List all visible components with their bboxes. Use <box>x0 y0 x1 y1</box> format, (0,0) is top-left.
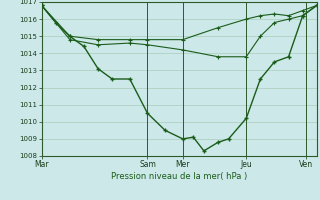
X-axis label: Pression niveau de la mer( hPa ): Pression niveau de la mer( hPa ) <box>111 172 247 181</box>
